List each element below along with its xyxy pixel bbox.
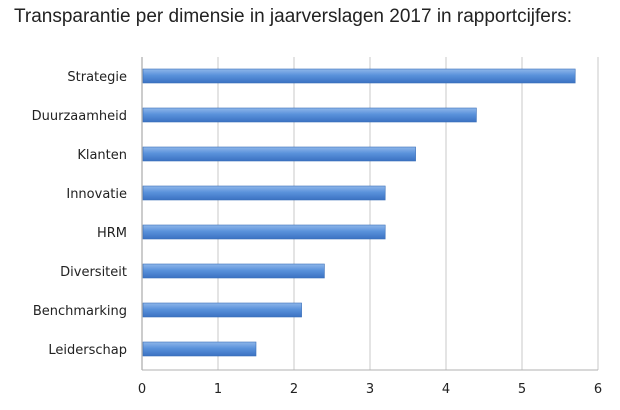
x-tick-label: 0 [138,382,146,397]
category-label: Leiderschap [48,343,127,358]
x-axis-ticks: 0 1 2 3 4 5 6 [138,382,602,397]
category-label: Diversiteit [60,265,127,280]
x-tick-label: 5 [518,382,526,397]
bar-klanten [142,146,416,162]
bar-benchmarking [142,302,302,318]
category-label: Strategie [67,70,127,85]
bar-duurzaamheid [142,107,477,123]
x-tick-label: 2 [290,382,298,397]
category-label: Duurzaamheid [32,109,127,124]
bars [142,68,576,357]
bar-leiderschap [142,341,257,357]
chart-title: Transparantie per dimensie in jaarversla… [14,6,572,27]
bar-innovatie [142,185,386,201]
category-label: Klanten [77,148,127,163]
x-tick-label: 4 [442,382,450,397]
category-label: Benchmarking [33,304,127,319]
category-labels: Strategie Duurzaamheid Klanten Innovatie HRM… [32,70,127,358]
bar-strategie [142,68,576,84]
category-label: Innovatie [66,187,127,202]
x-tick-label: 6 [594,382,602,397]
gridlines [141,57,599,371]
bar-hrm [142,224,386,240]
category-label: HRM [97,226,127,241]
bar-diversiteit [142,263,325,279]
x-tick-label: 1 [214,382,222,397]
x-tick-label: 3 [366,382,374,397]
